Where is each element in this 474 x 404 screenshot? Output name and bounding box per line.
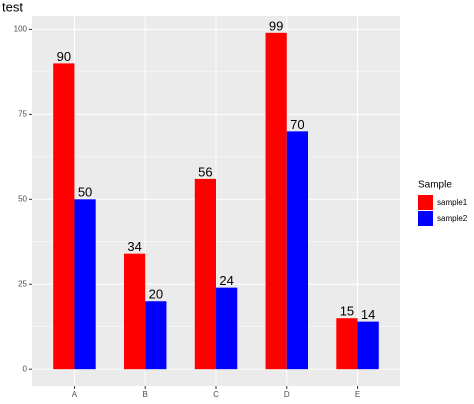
legend-key (418, 211, 433, 226)
chart-title: test (2, 0, 23, 14)
bar (74, 199, 96, 370)
bar (53, 63, 75, 370)
y-tick-label: 50 (18, 194, 27, 203)
x-tick-label: C (213, 390, 219, 399)
value-label: 34 (127, 239, 141, 254)
y-tick-label: 25 (18, 279, 27, 288)
x-tick-label: A (72, 390, 78, 399)
legend-key (418, 195, 433, 210)
bar (194, 178, 216, 370)
value-label: 90 (57, 49, 71, 64)
value-label: 50 (78, 185, 92, 200)
value-label: 14 (361, 307, 375, 322)
bar (124, 253, 146, 370)
bar (145, 301, 167, 370)
x-tick-label: B (143, 390, 148, 399)
value-label: 56 (198, 164, 212, 179)
bar (265, 32, 287, 370)
y-tick-label: 75 (18, 109, 27, 118)
bar (216, 287, 238, 370)
value-label: 15 (340, 304, 354, 319)
value-label: 70 (290, 117, 304, 132)
value-label: 20 (149, 287, 163, 302)
y-tick-label: 0 (23, 364, 28, 373)
x-tick-label: E (355, 390, 360, 399)
value-label: 24 (219, 273, 233, 288)
legend-title: Sample (418, 180, 452, 191)
x-tick-label: D (284, 390, 290, 399)
y-tick-label: 100 (14, 25, 28, 34)
value-label: 99 (269, 18, 283, 33)
bar (286, 131, 308, 370)
bar (336, 318, 358, 370)
legend-label: sample1 (437, 198, 468, 207)
legend-label: sample2 (437, 214, 468, 223)
bar (357, 321, 379, 370)
